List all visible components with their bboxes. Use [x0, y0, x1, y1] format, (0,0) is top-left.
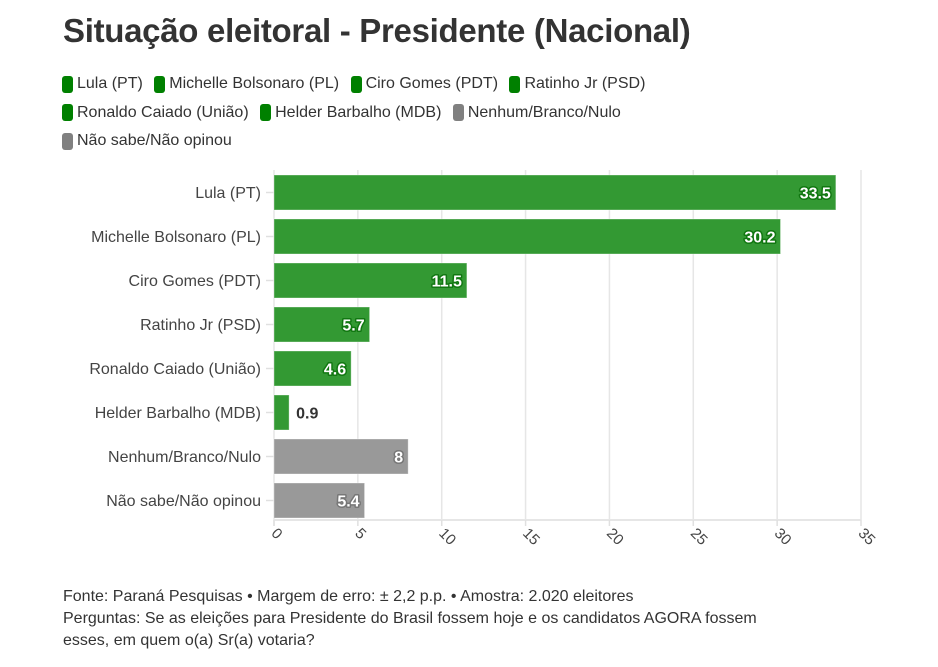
legend-swatch: [509, 75, 521, 93]
question-note-line-1: Perguntas: Se as eleições para President…: [63, 610, 757, 627]
bar: [273, 262, 468, 299]
bar-chart: 0 5 10 15 20 25 30 35 Lula (PT) 33.5 Michelle Bols…: [89, 170, 879, 549]
legend-label: Lula (PT): [77, 75, 143, 92]
legend-swatch: [154, 75, 166, 93]
category-label: Ratinho Jr (PSD): [140, 317, 261, 334]
bar: [273, 350, 352, 387]
value-label: 8: [394, 450, 403, 467]
category-label: Ronaldo Caiado (União): [89, 361, 261, 378]
legend-label: Nenhum/Branco/Nulo: [467, 103, 621, 121]
legend-item[interactable]: Lula (PT): [62, 72, 143, 96]
legend-label: Ratinho Jr (PSD): [524, 75, 646, 92]
legend-label: Ciro Gomes (PDT): [365, 75, 499, 92]
value-label: 30.2: [744, 230, 775, 247]
bar: [273, 394, 290, 431]
legend-item[interactable]: Ratinho Jr (PSD): [509, 72, 645, 96]
category-label: Helder Barbalho (MDB): [95, 405, 261, 422]
category-label: Lula (PT): [195, 185, 261, 202]
value-label: 0.9: [296, 406, 318, 423]
category-label: Ciro Gomes (PDT): [129, 273, 261, 290]
value-label: 33.5: [800, 186, 831, 203]
legend-item[interactable]: Helder Barbalho (MDB): [260, 101, 441, 125]
legend-label: Não sabe/Não opinou: [77, 132, 232, 149]
legend-label: Ronaldo Caiado (União): [77, 103, 249, 121]
legend-swatch: [350, 75, 362, 93]
legend-label: Helder Barbalho (MDB): [275, 103, 442, 121]
x-tick-label: 20: [603, 525, 627, 549]
legend-swatch: [62, 104, 73, 121]
value-label: 5.7: [342, 318, 364, 335]
legend-item[interactable]: Michelle Bolsonaro (PL): [154, 72, 339, 96]
legend-item[interactable]: Ciro Gomes (PDT): [350, 72, 499, 96]
category-label: Michelle Bolsonaro (PL): [91, 229, 261, 246]
legend-swatch: [452, 104, 464, 121]
x-tick-label: 25: [687, 525, 711, 549]
category-label: Não sabe/Não opinou: [106, 493, 261, 510]
chart-footer: Fonte: Paraná Pesquisas • Margem de erro…: [63, 586, 883, 652]
legend-item[interactable]: Ronaldo Caiado (União): [62, 101, 249, 125]
legend-swatch: [62, 132, 73, 150]
x-tick-label: 0: [268, 525, 286, 543]
value-label: 5.4: [337, 494, 359, 511]
x-tick-label: 30: [771, 525, 795, 549]
x-tick-label: 5: [351, 525, 369, 543]
x-tick-label: 35: [855, 525, 879, 549]
source-note: Fonte: Paraná Pesquisas • Margem de erro…: [63, 588, 634, 605]
bar: [273, 438, 409, 475]
legend-item[interactable]: Não sabe/Não opinou: [62, 129, 232, 153]
bar: [273, 482, 366, 519]
x-tick-label: 10: [435, 525, 459, 549]
legend: Lula (PT) Michelle Bolsonaro (PL) Ciro G…: [62, 72, 782, 158]
bar: [273, 174, 837, 211]
legend-item[interactable]: Nenhum/Branco/Nulo: [452, 101, 621, 125]
x-tick-label: 15: [519, 525, 543, 549]
bar: [273, 306, 371, 343]
bar: [273, 218, 781, 255]
legend-label: Michelle Bolsonaro (PL): [169, 75, 340, 92]
legend-swatch: [260, 104, 272, 121]
value-label: 11.5: [432, 274, 462, 291]
category-label: Nenhum/Branco/Nulo: [108, 449, 261, 466]
value-label: 4.6: [324, 362, 346, 379]
chart-title: Situação eleitoral - Presidente (Naciona…: [63, 12, 691, 49]
legend-swatch: [62, 75, 73, 93]
question-note-line-2: esses, em quem o(a) Sr(a) votaria?: [63, 632, 315, 649]
